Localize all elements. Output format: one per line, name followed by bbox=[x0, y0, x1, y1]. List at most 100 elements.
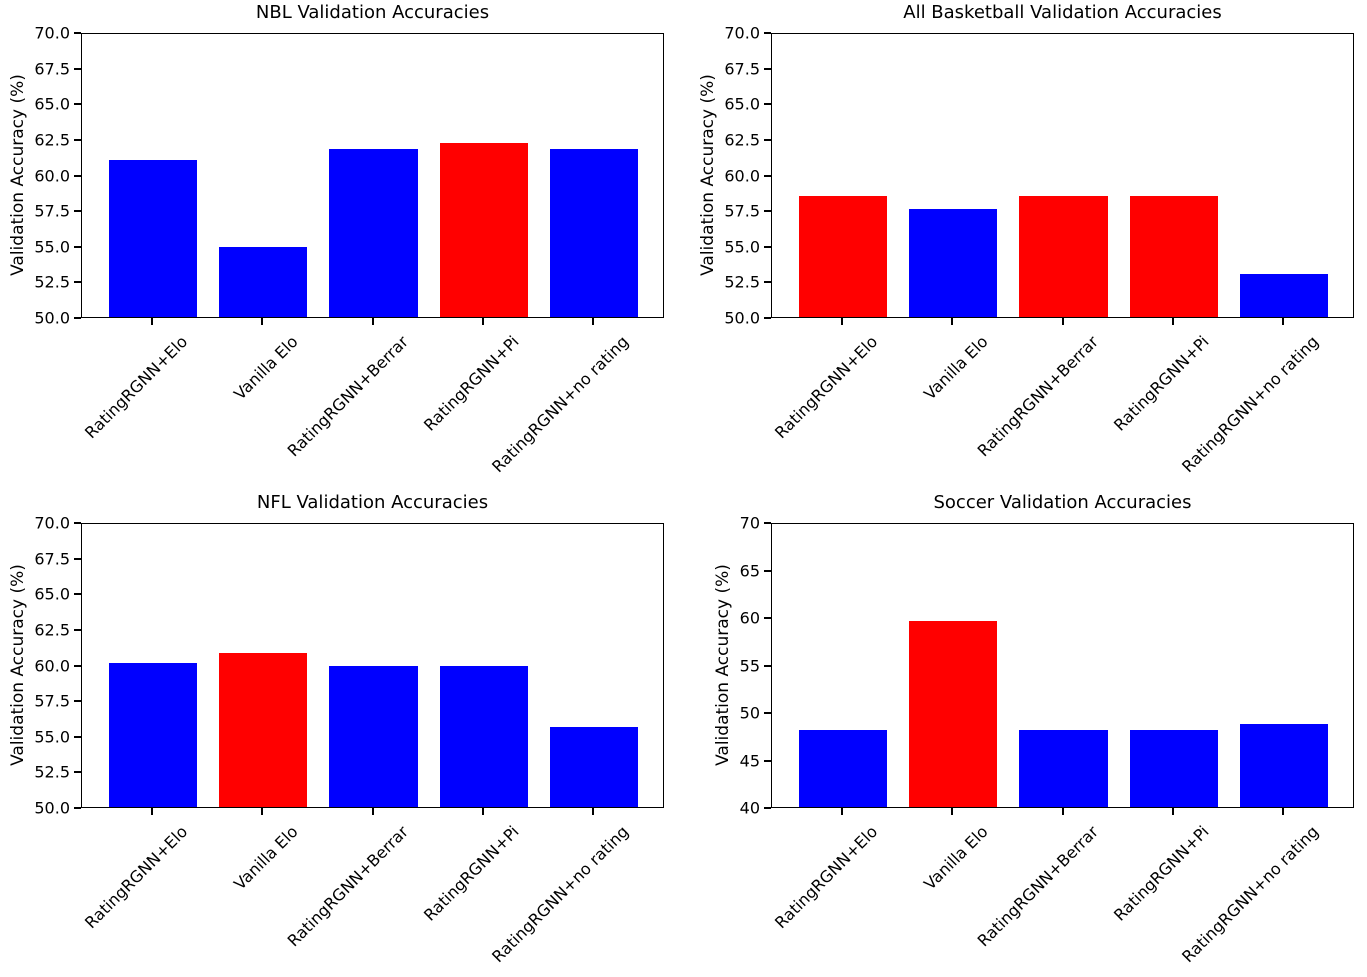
x-tick-label: RatingRGNN+no rating bbox=[1178, 822, 1323, 967]
y-tick-mark bbox=[74, 807, 81, 809]
bar-ratingrgnn-berrar bbox=[1019, 195, 1108, 317]
chart-title: All Basketball Validation Accuracies bbox=[903, 2, 1222, 23]
y-tick-mark bbox=[74, 593, 81, 596]
y-tick-label: 50.0 bbox=[724, 308, 760, 328]
x-tick-mark bbox=[150, 808, 153, 815]
y-tick-label: 50.0 bbox=[34, 308, 70, 328]
y-tick-label: 52.5 bbox=[724, 272, 760, 292]
y-tick-label: 55.0 bbox=[34, 727, 70, 747]
y-axis-title: Validation Accuracy (%) bbox=[8, 564, 28, 766]
y-tick-label: 62.5 bbox=[34, 130, 70, 150]
x-tick-label: Vanilla Elo bbox=[229, 332, 302, 404]
plot-area bbox=[771, 523, 1354, 808]
subplot-all-basketball: All Basketball Validation Accuracies Val… bbox=[698, 2, 1354, 476]
x-tick-label: Vanilla Elo bbox=[229, 822, 302, 894]
y-tick-label: 60.0 bbox=[34, 656, 70, 675]
y-tick-label: 55 bbox=[739, 656, 760, 675]
y-tick-label: 40 bbox=[739, 798, 760, 818]
bar-ratingrgnn-berrar bbox=[1019, 730, 1108, 807]
y-tick-mark bbox=[74, 67, 81, 70]
y-tick-label: 55.0 bbox=[34, 237, 70, 257]
y-axis-title: Validation Accuracy (%) bbox=[698, 74, 718, 276]
y-tick-mark bbox=[74, 557, 81, 560]
x-tick-mark bbox=[840, 808, 843, 815]
y-tick-label: 60 bbox=[739, 608, 760, 628]
x-tick-mark bbox=[840, 318, 843, 325]
x-tick-label: RatingRGNN+Berrar bbox=[973, 332, 1102, 461]
y-tick-mark bbox=[74, 32, 81, 34]
y-tick-label: 52.5 bbox=[34, 272, 70, 292]
x-tick-mark bbox=[150, 318, 153, 325]
bar-ratingrgnn-pi bbox=[1129, 730, 1219, 807]
x-tick-mark bbox=[481, 808, 484, 815]
y-tick-label: 62.5 bbox=[34, 620, 70, 640]
bar-ratingrgnn-no-rating bbox=[1240, 274, 1329, 317]
y-tick-label: 50.0 bbox=[34, 798, 70, 818]
y-tick-label: 62.5 bbox=[724, 130, 760, 150]
x-tick-mark bbox=[1171, 808, 1174, 815]
y-tick-label: 65 bbox=[739, 561, 760, 580]
bar-ratingrgnn-berrar bbox=[329, 148, 418, 317]
y-tick-label: 67.5 bbox=[724, 59, 760, 79]
bar-ratingrgnn-elo bbox=[108, 663, 197, 807]
y-tick-mark bbox=[764, 103, 771, 106]
x-tick-label: RatingRGNN+Elo bbox=[770, 822, 882, 933]
bar-ratingrgnn-berrar bbox=[329, 665, 418, 807]
bar-ratingrgnn-pi bbox=[439, 143, 529, 317]
chart-title: NFL Validation Accuracies bbox=[256, 492, 489, 513]
y-tick-label: 70.0 bbox=[34, 23, 70, 43]
bar-ratingrgnn-elo bbox=[798, 730, 887, 807]
x-tick-label: Vanilla Elo bbox=[919, 332, 992, 404]
y-tick-label: 67.5 bbox=[34, 549, 70, 569]
y-tick-mark bbox=[74, 103, 81, 106]
y-tick-mark bbox=[764, 569, 771, 572]
x-tick-label: RatingRGNN+Pi bbox=[1109, 822, 1213, 925]
bar-vanilla-elo bbox=[908, 620, 998, 807]
bar-ratingrgnn-no-rating bbox=[550, 148, 639, 317]
y-tick-mark bbox=[764, 522, 771, 524]
y-tick-mark bbox=[764, 210, 771, 213]
y-tick-mark bbox=[764, 32, 771, 34]
y-tick-mark bbox=[764, 174, 771, 177]
y-tick-label: 67.5 bbox=[34, 59, 70, 79]
y-tick-label: 65.0 bbox=[34, 584, 70, 604]
x-tick-label: RatingRGNN+Elo bbox=[770, 332, 882, 443]
y-tick-label: 70 bbox=[739, 513, 760, 533]
bar-ratingrgnn-elo bbox=[798, 195, 887, 317]
x-tick-mark bbox=[1282, 808, 1285, 815]
x-tick-mark bbox=[261, 808, 264, 815]
y-tick-mark bbox=[764, 281, 771, 284]
x-tick-mark bbox=[1061, 808, 1064, 815]
y-tick-mark bbox=[74, 628, 81, 631]
y-axis-title: Validation Accuracy (%) bbox=[713, 564, 733, 766]
x-tick-label: RatingRGNN+Elo bbox=[80, 822, 192, 933]
y-tick-label: 55.0 bbox=[724, 237, 760, 257]
x-tick-label: RatingRGNN+Elo bbox=[80, 332, 192, 443]
x-tick-mark bbox=[371, 808, 374, 815]
x-tick-mark bbox=[481, 318, 484, 325]
y-tick-mark bbox=[764, 138, 771, 141]
y-tick-label: 50 bbox=[739, 703, 760, 723]
y-tick-mark bbox=[764, 245, 771, 248]
y-tick-label: 60.0 bbox=[34, 166, 70, 185]
bar-ratingrgnn-pi bbox=[439, 665, 529, 807]
y-tick-mark bbox=[74, 522, 81, 524]
subplot-nbl: NBL Validation Accuracies Validation Acc… bbox=[8, 2, 664, 476]
subplot-nfl: NFL Validation Accuracies Validation Acc… bbox=[8, 492, 664, 966]
y-tick-mark bbox=[74, 174, 81, 177]
plot-area bbox=[81, 523, 664, 808]
x-tick-mark bbox=[951, 808, 954, 815]
x-tick-mark bbox=[261, 318, 264, 325]
y-tick-mark bbox=[74, 281, 81, 284]
x-tick-label: RatingRGNN+Berrar bbox=[283, 332, 412, 461]
y-tick-mark bbox=[764, 317, 771, 319]
x-tick-mark bbox=[371, 318, 374, 325]
y-tick-mark bbox=[764, 712, 771, 714]
plot-area bbox=[771, 33, 1354, 318]
y-tick-mark bbox=[74, 317, 81, 319]
x-tick-mark bbox=[1061, 318, 1064, 325]
y-tick-mark bbox=[764, 617, 771, 619]
y-tick-mark bbox=[764, 67, 771, 70]
plot-area bbox=[81, 33, 664, 318]
y-tick-label: 60.0 bbox=[724, 166, 760, 185]
